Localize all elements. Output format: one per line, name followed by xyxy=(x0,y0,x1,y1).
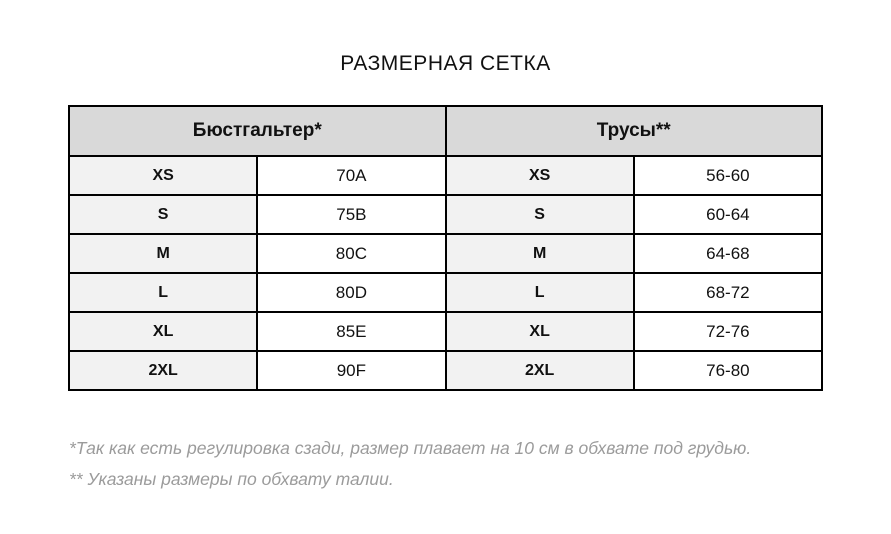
panty-size-cell: M xyxy=(444,233,635,274)
bra-value-cell: 85E xyxy=(256,311,447,352)
table-row: S 75B S 60-64 xyxy=(67,194,824,235)
panty-size-cell: 2XL xyxy=(444,350,635,391)
panty-footnote: ** Указаны размеры по обхвату талии. xyxy=(69,469,394,489)
bra-value-cell: 70A xyxy=(256,155,447,196)
bra-value-cell: 90F xyxy=(256,350,447,391)
panty-value-cell: 56-60 xyxy=(632,155,824,196)
bra-value-cell: 75B xyxy=(256,194,447,235)
bra-size-cell: L xyxy=(67,272,259,313)
size-chart-table: Бюстгальтер* Трусы** XS 70A XS 56-60 S 7… xyxy=(67,105,824,391)
bra-size-cell: XL xyxy=(67,311,259,352)
panty-value-cell: 72-76 xyxy=(632,311,824,352)
panty-size-cell: L xyxy=(444,272,635,313)
bra-size-cell: XS xyxy=(67,155,259,196)
panty-value-cell: 64-68 xyxy=(632,233,824,274)
bra-column-header: Бюстгальтер* xyxy=(68,105,447,157)
bra-size-cell: 2XL xyxy=(67,350,259,391)
bra-value-cell: 80C xyxy=(256,233,447,274)
panties-column-header: Трусы** xyxy=(444,105,823,157)
bra-size-cell: M xyxy=(67,233,259,274)
page-title: РАЗМЕРНАЯ СЕТКА xyxy=(340,52,551,75)
table-row: 2XL 90F 2XL 76-80 xyxy=(67,350,824,391)
panty-value-cell: 60-64 xyxy=(632,194,824,235)
panty-size-cell: S xyxy=(444,194,635,235)
bra-size-cell: S xyxy=(67,194,259,235)
panty-value-cell: 76-80 xyxy=(632,350,824,391)
footnotes: *Так как есть регулировка сзади, размер … xyxy=(69,433,849,495)
panty-size-cell: XS xyxy=(444,155,635,196)
panty-value-cell: 68-72 xyxy=(632,272,824,313)
bra-value-cell: 80D xyxy=(256,272,447,313)
table-row: XS 70A XS 56-60 xyxy=(67,155,824,196)
panty-size-cell: XL xyxy=(444,311,635,352)
table-row: XL 85E XL 72-76 xyxy=(67,311,824,352)
table-row: L 80D L 68-72 xyxy=(67,272,824,313)
table-header-row: Бюстгальтер* Трусы** xyxy=(68,105,823,157)
bra-footnote: *Так как есть регулировка сзади, размер … xyxy=(69,438,752,458)
table-row: M 80C M 64-68 xyxy=(67,233,824,274)
